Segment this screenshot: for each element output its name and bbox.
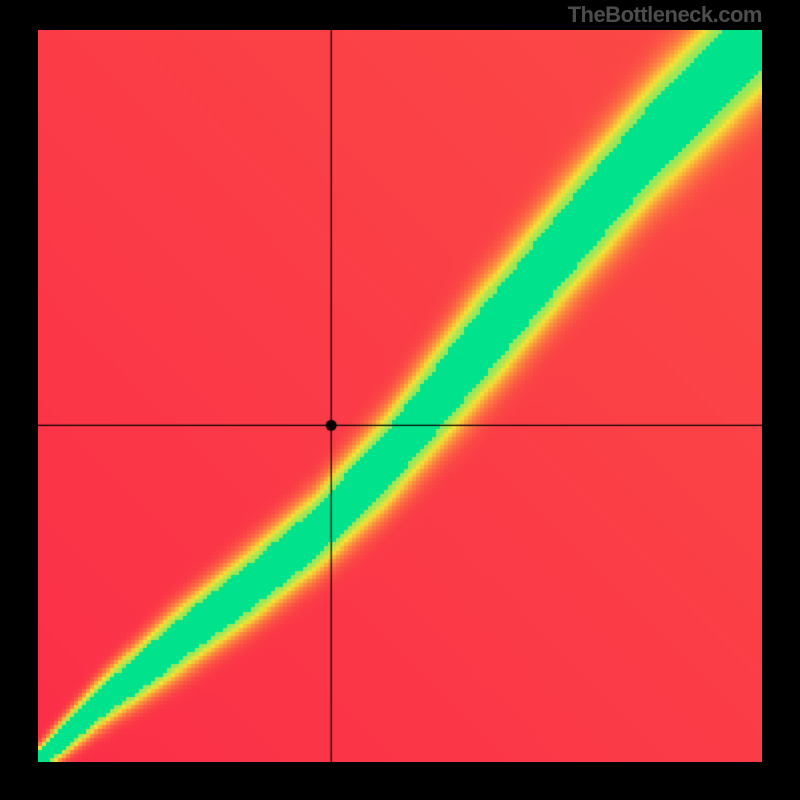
- outer-frame: TheBottleneck.com: [0, 0, 800, 800]
- heatmap-canvas: [38, 30, 762, 762]
- watermark-label: TheBottleneck.com: [568, 2, 762, 28]
- heatmap-plot: [38, 30, 762, 762]
